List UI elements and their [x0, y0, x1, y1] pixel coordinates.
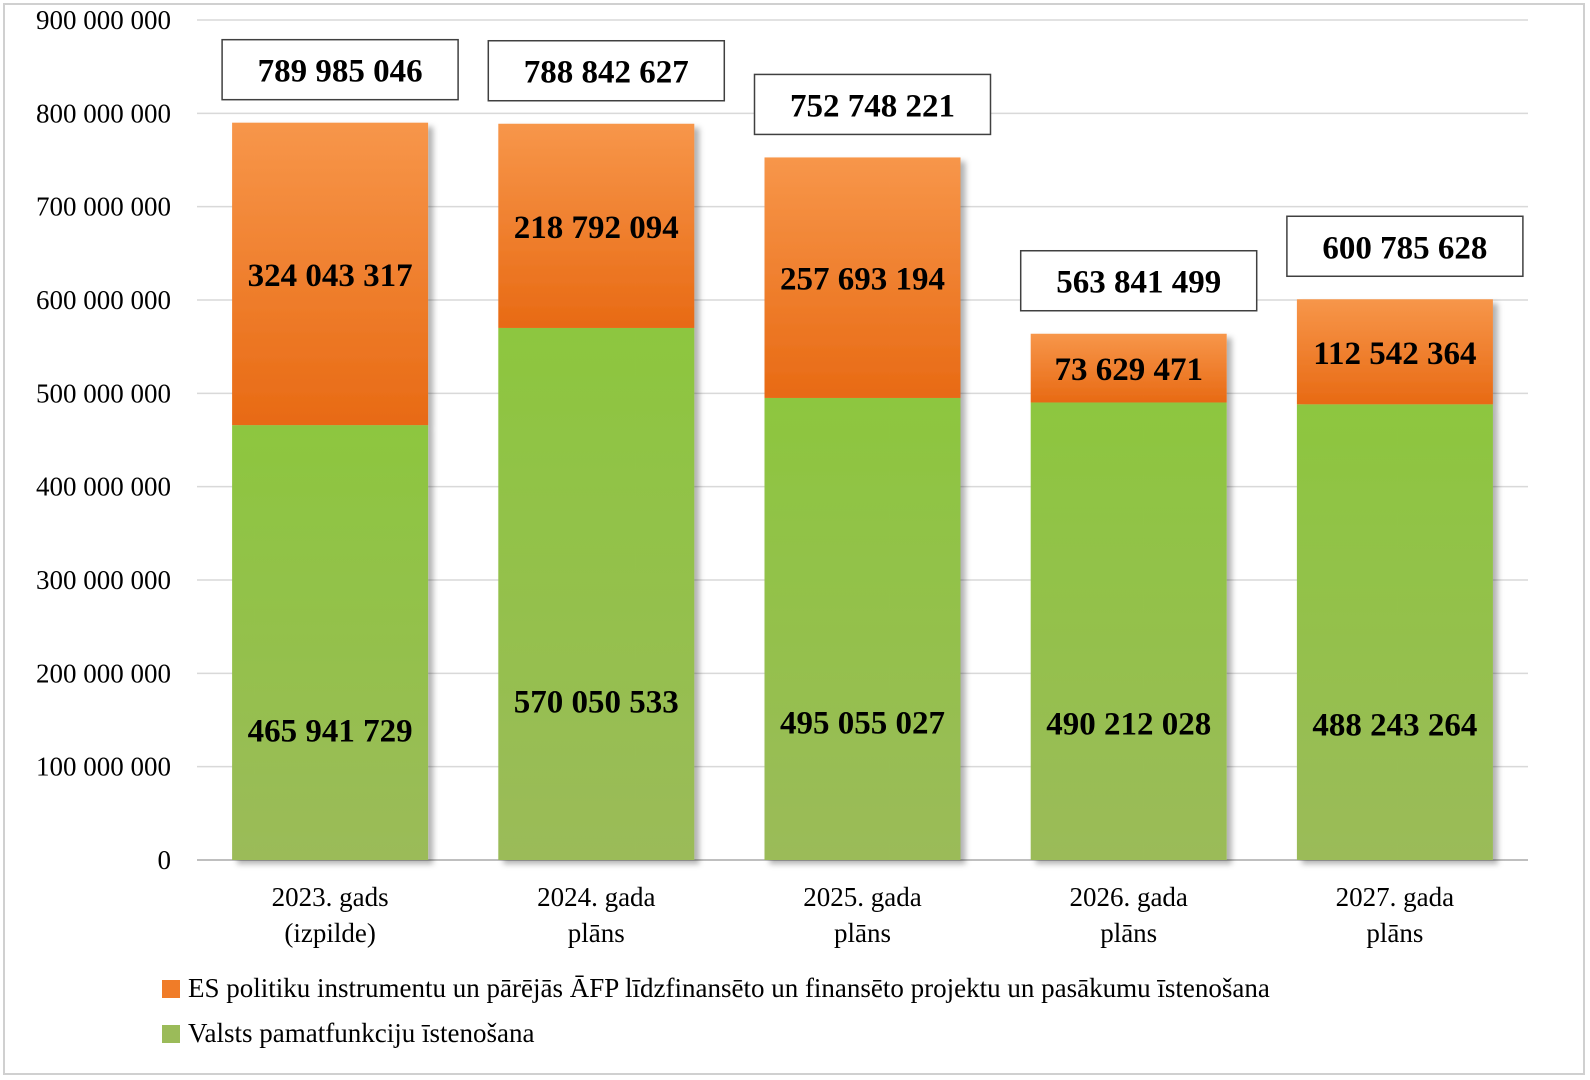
segment-value-label: 112 542 364 — [1313, 336, 1476, 372]
category-label: plāns — [834, 918, 891, 948]
bar-segment-orange — [1296, 299, 1493, 405]
bars: 465 941 729 324 043 317 789 985 046 570 050… — [221, 38, 1524, 860]
y-tick-label: 800 000 000 — [36, 98, 171, 128]
bar-stack — [764, 157, 961, 860]
bar-segment-green — [498, 327, 695, 860]
legend-swatch-green — [162, 1025, 180, 1043]
y-tick-label: 600 000 000 — [36, 285, 171, 315]
category-label: 2024. gada — [537, 882, 655, 912]
segment-value-label: 570 050 533 — [514, 684, 679, 720]
segment-value-label: 465 941 729 — [248, 714, 413, 750]
bar-segment-green — [1296, 404, 1493, 860]
y-tick-label: 700 000 000 — [36, 192, 171, 222]
total-label-box — [487, 39, 726, 102]
category-label: plāns — [568, 918, 625, 948]
bar-stack — [498, 123, 695, 860]
bar-stack — [232, 122, 429, 860]
bar-segment-orange — [232, 122, 429, 426]
y-tick-label: 200 000 000 — [36, 658, 171, 688]
y-tick-label: 300 000 000 — [36, 565, 171, 595]
segment-value-label: 73 629 471 — [1054, 352, 1203, 388]
bar-stack — [1030, 333, 1227, 860]
legend-label: ES politiku instrumentu un pārējās ĀFP l… — [188, 973, 1270, 1003]
category-label: (izpilde) — [284, 918, 375, 948]
legend-label: Valsts pamatfunkciju īstenošana — [188, 1018, 534, 1048]
bar-segment-green — [764, 397, 961, 860]
total-value-label: 788 842 627 — [524, 55, 689, 91]
total-label-box — [753, 73, 992, 136]
bar-segment-orange — [764, 157, 961, 398]
category-label: 2026. gada — [1069, 882, 1187, 912]
segment-value-label: 218 792 094 — [514, 210, 679, 246]
bar-segment-green — [1030, 402, 1227, 860]
legend: ES politiku instrumentu un pārējās ĀFP l… — [162, 973, 1270, 1048]
total-label-box — [1286, 215, 1524, 278]
y-tick-label: 0 — [158, 845, 172, 875]
total-label-box — [1019, 249, 1258, 312]
category-label: 2027. gada — [1336, 882, 1454, 912]
category-label: plāns — [1100, 918, 1157, 948]
y-tick-label: 900 000 000 — [36, 5, 171, 35]
total-value-label: 789 985 046 — [258, 54, 423, 90]
total-value-label: 600 785 628 — [1322, 230, 1487, 266]
bar-segment-green — [232, 425, 429, 860]
y-tick-label: 500 000 000 — [36, 378, 171, 408]
total-label-box — [221, 38, 459, 101]
y-tick-label: 400 000 000 — [36, 472, 171, 502]
segment-value-label: 490 212 028 — [1046, 707, 1211, 743]
category-label: 2025. gada — [803, 882, 921, 912]
bar-segment-orange — [498, 123, 695, 328]
legend-swatch-orange — [162, 980, 180, 998]
y-tick-label: 100 000 000 — [36, 752, 171, 782]
total-value-label: 563 841 499 — [1056, 265, 1221, 301]
segment-value-label: 495 055 027 — [780, 705, 945, 741]
category-label: plāns — [1366, 918, 1423, 948]
y-axis: 0 100 000 000 200 000 000 300 000 000 400 00… — [36, 5, 171, 875]
bar-segment-orange — [1030, 333, 1227, 403]
category-label: 2023. gads — [272, 882, 389, 912]
segment-value-label: 257 693 194 — [780, 262, 945, 298]
total-value-label: 752 748 221 — [790, 88, 955, 124]
bar-stack — [1296, 299, 1493, 860]
segment-value-label: 488 243 264 — [1312, 707, 1477, 743]
x-axis: 2023. gads (izpilde) 2024. gada plāns 2025. … — [272, 882, 1455, 948]
segment-value-label: 324 043 317 — [248, 258, 413, 294]
